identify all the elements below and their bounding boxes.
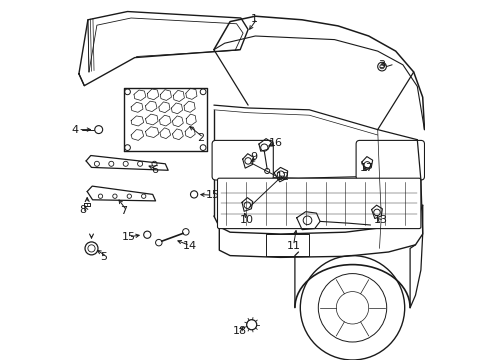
FancyBboxPatch shape <box>212 140 273 180</box>
Text: 3: 3 <box>377 60 384 70</box>
Text: 7: 7 <box>120 206 127 216</box>
Text: 15: 15 <box>122 232 136 242</box>
FancyBboxPatch shape <box>355 140 424 180</box>
Text: 16: 16 <box>268 138 283 148</box>
Text: 8: 8 <box>80 204 86 215</box>
Text: 5: 5 <box>101 252 107 262</box>
Text: 13: 13 <box>373 215 386 225</box>
Text: 1: 1 <box>250 14 257 24</box>
Text: 12: 12 <box>276 172 290 182</box>
Text: 2: 2 <box>197 132 203 143</box>
Text: 9: 9 <box>250 152 257 162</box>
Text: 11: 11 <box>286 240 301 251</box>
Text: 6: 6 <box>151 165 158 175</box>
Text: 14: 14 <box>183 240 197 251</box>
Text: 15: 15 <box>205 190 219 200</box>
Text: 17: 17 <box>359 163 373 173</box>
Text: 10: 10 <box>239 215 253 225</box>
Text: 18: 18 <box>232 326 246 336</box>
Text: 4: 4 <box>72 125 79 135</box>
FancyBboxPatch shape <box>217 178 420 229</box>
